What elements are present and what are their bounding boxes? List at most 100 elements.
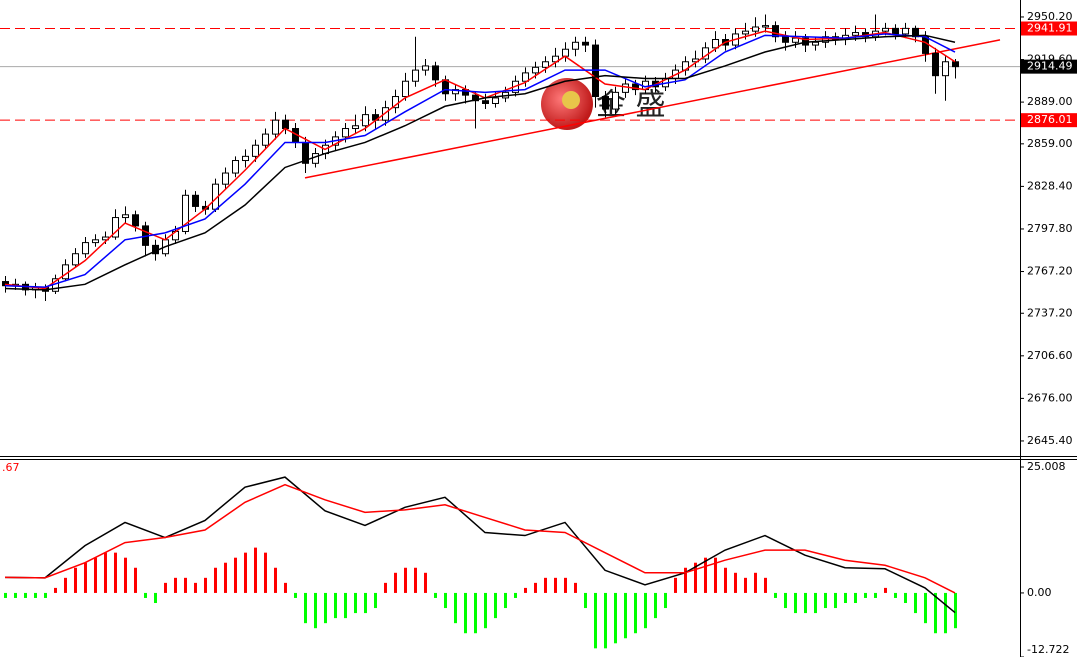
candle-body [632,83,639,91]
candle-body [352,125,359,130]
candle-body [582,41,589,46]
histogram-bar [564,577,567,593]
candle-body [762,25,769,28]
candle-body [192,194,199,207]
histogram-bar [174,577,177,593]
histogram-bar [524,587,527,593]
histogram-bar [44,592,47,598]
candle-body [572,41,579,50]
candle-body [432,65,439,81]
histogram-bar [594,592,597,649]
level-label: 2941.91 [1027,22,1073,35]
candle-body [622,83,629,93]
histogram-bar [124,557,127,593]
histogram-bar [904,592,907,604]
histogram-bar [74,567,77,593]
histogram-bar [394,572,397,593]
histogram-bar [604,592,607,649]
histogram-bar [844,592,847,604]
y-tick-label: 2859.00 [1027,137,1073,150]
histogram-bar [334,592,337,619]
histogram-bar [264,552,267,593]
histogram-bar [454,592,457,624]
histogram-bar [864,592,867,598]
histogram-bar [694,562,697,593]
candle-body [232,160,239,174]
level-label-box [1021,21,1077,36]
histogram-bar [784,592,787,609]
candle-body [282,119,289,130]
histogram-bar [434,592,437,598]
histogram-bar [14,592,17,598]
histogram-bar [244,552,247,593]
histogram-bar [924,592,927,624]
histogram-bar [744,577,747,593]
y-tick-label: 2645.40 [1027,434,1073,447]
histogram-bar [894,592,897,598]
histogram-bar [634,592,637,634]
histogram-bar [754,572,757,593]
histogram-bar [764,577,767,593]
candle-body [362,114,369,127]
candle-body [382,107,389,121]
candle-body [902,27,909,35]
histogram-bar [84,562,87,593]
candle-body [312,153,319,164]
candle-body [932,52,939,77]
candle-body [112,217,119,238]
candle-body [892,27,899,35]
watermark-logo-dot [562,91,580,109]
histogram-bar [664,592,667,609]
candle-body [272,119,279,135]
candle-body [522,72,529,82]
y-tick-label: 25.008 [1027,460,1066,473]
y-tick-label: 2767.20 [1027,265,1073,278]
histogram-bar [834,592,837,609]
histogram-bar [654,592,657,619]
histogram-bar [724,567,727,593]
candle-body [342,128,349,138]
histogram-bar [24,592,27,598]
histogram-bar [64,577,67,593]
histogram-bar [204,577,207,593]
histogram-bar [534,582,537,593]
histogram-bar [104,552,107,593]
candle-body [812,41,819,46]
indicator-line [4,33,956,288]
candle-body [742,30,749,35]
histogram-bar [4,592,7,598]
y-tick-label: 2676.00 [1027,391,1073,404]
histogram-bar [414,567,417,593]
candle-body [792,37,799,43]
histogram-bar [824,592,827,609]
histogram-bar [214,567,217,593]
candle-body [442,79,449,95]
histogram-bar [644,592,647,629]
histogram-bar [444,592,447,609]
histogram-bar [804,592,807,614]
histogram-bar [304,592,307,624]
histogram-bar [294,592,297,598]
y-tick-label: -12.722 [1027,643,1069,656]
histogram-bar [384,582,387,593]
histogram-bar [814,592,817,614]
histogram-bar [164,582,167,593]
candle-body [412,69,419,82]
histogram-bar [574,582,577,593]
candle-body [182,194,189,232]
histogram-bar [144,592,147,598]
y-tick-label: 2950.20 [1027,10,1073,23]
candle-body [222,172,229,185]
histogram-bar [464,592,467,634]
candle-body [712,39,719,49]
histogram-bar [314,592,317,629]
candle-body [482,100,489,104]
histogram-bar [374,592,377,609]
histogram-bar [94,557,97,593]
histogram-bar [234,557,237,593]
candle-body [402,80,409,98]
price-label: 2914.49 [1027,60,1073,73]
price-label-box [1021,59,1077,74]
